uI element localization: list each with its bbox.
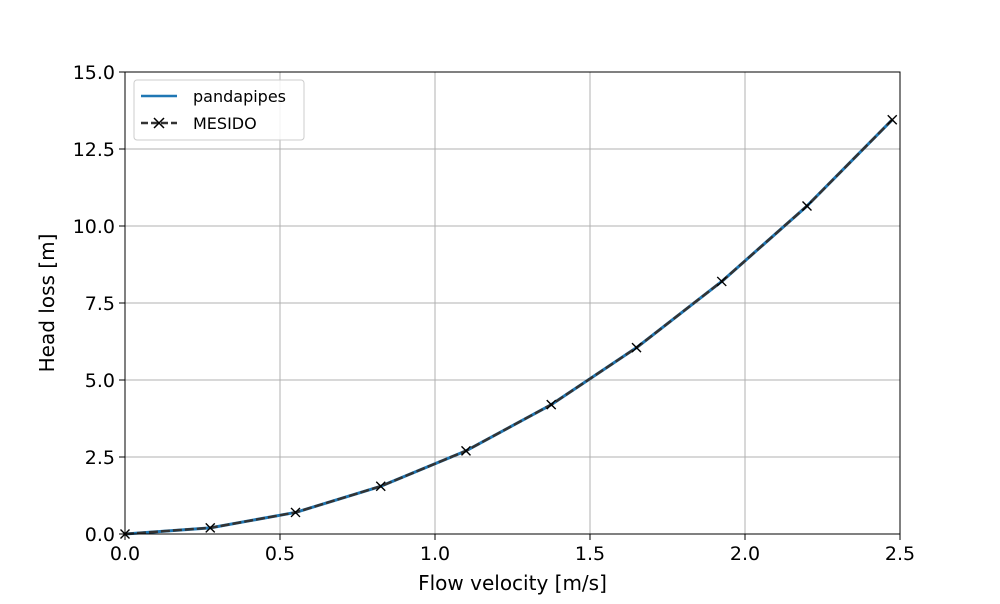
grid bbox=[125, 72, 900, 534]
legend-label-mesido: MESIDO bbox=[193, 114, 257, 133]
data-point-mesido bbox=[888, 115, 897, 124]
series-line-pandapipes bbox=[125, 120, 892, 534]
x-tick-label: 0.0 bbox=[110, 543, 140, 565]
legend: pandapipes MESIDO bbox=[134, 80, 304, 140]
y-axis-label: Head loss [m] bbox=[35, 234, 59, 373]
y-tick-label: 5.0 bbox=[85, 370, 115, 392]
data-point-mesido bbox=[547, 400, 556, 409]
data-point-mesido bbox=[632, 343, 641, 352]
x-tick-label: 2.0 bbox=[730, 543, 760, 565]
y-tick-label: 10.0 bbox=[73, 216, 115, 238]
x-tick-label: 1.5 bbox=[575, 543, 605, 565]
y-tick-label: 15.0 bbox=[73, 62, 115, 84]
y-tick-label: 7.5 bbox=[85, 293, 115, 315]
y-tick-label: 0.0 bbox=[85, 524, 115, 546]
x-tick-label: 2.5 bbox=[885, 543, 915, 565]
x-tick-label: 1.0 bbox=[420, 543, 450, 565]
data-point-mesido bbox=[717, 277, 726, 286]
data-point-mesido bbox=[803, 201, 812, 210]
x-axis-label: Flow velocity [m/s] bbox=[418, 571, 607, 595]
y-tick-label: 12.5 bbox=[73, 139, 115, 161]
plot-series bbox=[121, 115, 897, 538]
x-tick-label: 0.5 bbox=[265, 543, 295, 565]
y-tick-label: 2.5 bbox=[85, 447, 115, 469]
legend-label-pandapipes: pandapipes bbox=[193, 87, 286, 106]
series-line-mesido bbox=[125, 120, 892, 534]
